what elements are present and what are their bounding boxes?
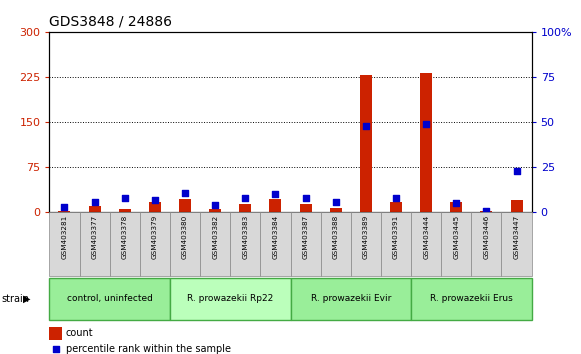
Bar <box>239 204 252 212</box>
Bar <box>290 278 411 320</box>
Point <box>180 190 189 195</box>
Text: GSM403446: GSM403446 <box>483 214 489 258</box>
Text: R. prowazekii Evir: R. prowazekii Evir <box>311 294 391 303</box>
Bar <box>450 201 462 212</box>
Bar <box>230 212 260 276</box>
Bar <box>329 207 342 212</box>
Text: GSM403384: GSM403384 <box>272 214 278 258</box>
Text: GSM403380: GSM403380 <box>182 214 188 258</box>
Text: count: count <box>66 329 94 338</box>
Text: GSM403447: GSM403447 <box>514 214 519 258</box>
Bar <box>290 212 321 276</box>
Bar <box>270 199 281 212</box>
Bar <box>300 204 311 212</box>
Text: GSM403378: GSM403378 <box>122 214 128 258</box>
Bar <box>441 212 471 276</box>
Point <box>271 192 280 197</box>
Text: GSM403444: GSM403444 <box>423 214 429 258</box>
Text: GSM403388: GSM403388 <box>333 214 339 258</box>
Text: GDS3848 / 24886: GDS3848 / 24886 <box>49 14 173 28</box>
Bar <box>420 73 432 212</box>
Bar <box>88 206 101 212</box>
Text: GSM403379: GSM403379 <box>152 214 158 258</box>
Bar <box>170 278 290 320</box>
Bar <box>110 212 140 276</box>
Point <box>512 168 521 174</box>
Bar <box>200 212 230 276</box>
Bar <box>80 212 110 276</box>
Point <box>210 202 220 208</box>
Bar <box>480 211 493 212</box>
Point <box>361 123 371 129</box>
Bar <box>390 201 402 212</box>
Point <box>90 199 99 204</box>
Text: GSM403281: GSM403281 <box>62 214 67 258</box>
Point <box>241 195 250 201</box>
Text: GSM403383: GSM403383 <box>242 214 248 258</box>
Text: GSM403445: GSM403445 <box>453 214 459 258</box>
Bar <box>351 212 381 276</box>
Bar <box>119 210 131 212</box>
Point <box>421 121 431 127</box>
Text: GSM403377: GSM403377 <box>92 214 98 258</box>
Text: percentile rank within the sample: percentile rank within the sample <box>66 344 231 354</box>
Text: R. prowazekii Rp22: R. prowazekii Rp22 <box>187 294 273 303</box>
Point <box>120 195 130 201</box>
Point <box>150 197 160 202</box>
Text: GSM403382: GSM403382 <box>212 214 218 258</box>
Bar <box>170 212 200 276</box>
Bar <box>411 212 441 276</box>
Bar <box>59 211 70 212</box>
Point <box>451 200 461 206</box>
Bar <box>471 212 501 276</box>
Text: control, uninfected: control, uninfected <box>67 294 153 303</box>
Bar <box>321 212 351 276</box>
Bar <box>381 212 411 276</box>
Bar <box>260 212 290 276</box>
Text: ▶: ▶ <box>23 294 31 304</box>
Point <box>60 204 69 210</box>
Text: GSM403389: GSM403389 <box>363 214 369 258</box>
Bar <box>511 200 522 212</box>
Point <box>392 195 401 201</box>
Bar <box>179 199 191 212</box>
Bar <box>411 278 532 320</box>
Text: R. prowazekii Erus: R. prowazekii Erus <box>430 294 512 303</box>
Bar <box>49 212 80 276</box>
Bar <box>140 212 170 276</box>
Bar <box>149 201 161 212</box>
Point <box>331 199 340 204</box>
Text: GSM403391: GSM403391 <box>393 214 399 258</box>
Bar <box>49 278 170 320</box>
Point <box>301 195 310 201</box>
Bar <box>360 75 372 212</box>
Point <box>51 346 60 352</box>
Bar <box>501 212 532 276</box>
Point <box>482 208 491 213</box>
Text: GSM403387: GSM403387 <box>303 214 309 258</box>
Text: strain: strain <box>1 294 29 304</box>
Bar <box>209 210 221 212</box>
